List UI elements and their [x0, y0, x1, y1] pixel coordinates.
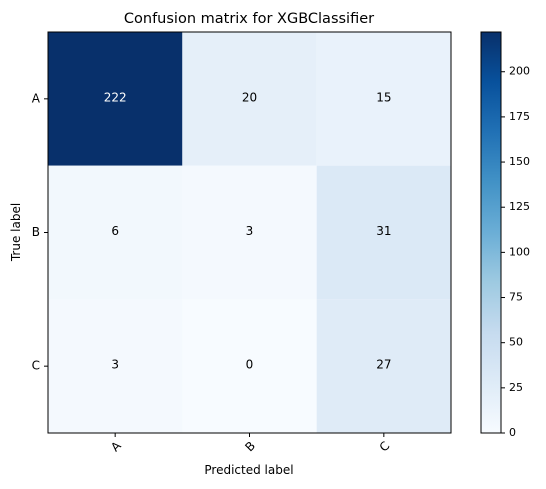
x-tick-label: B: [242, 439, 258, 455]
cell-value-label: 222: [104, 90, 127, 104]
y-tick-label: C: [32, 359, 40, 373]
colorbar-tick-label: 175: [509, 110, 530, 123]
y-tick-label: B: [32, 225, 40, 239]
heatmap-cell: [48, 299, 183, 433]
colorbar: [480, 31, 502, 434]
y-axis-label: True label: [9, 203, 23, 262]
y-axis: A B C: [32, 91, 48, 373]
heatmap-cells: 222 20 15 6 3 31 3 0 27: [48, 32, 451, 433]
cell-value-label: 20: [242, 90, 257, 104]
cell-value-label: 3: [111, 358, 119, 372]
colorbar-tick-label: 200: [509, 65, 530, 78]
colorbar-tick-label: 100: [509, 245, 530, 258]
cell-value-label: 15: [376, 90, 391, 104]
x-axis: A B C: [108, 433, 392, 455]
colorbar-tick-label: 125: [509, 200, 530, 213]
colorbar-tick-label: 150: [509, 155, 530, 168]
heatmap-cell: [48, 32, 183, 166]
colorbar-tick-label: 0: [509, 426, 516, 439]
colorbar-tick-label: 25: [509, 381, 523, 394]
heatmap-cell: [316, 299, 451, 433]
cell-value-label: 0: [246, 358, 254, 372]
colorbar-tick-label: 75: [509, 291, 523, 304]
colorbar-tick-label: 50: [509, 336, 523, 349]
x-tick-label: A: [108, 438, 124, 454]
x-tick-label: C: [377, 439, 393, 455]
heatmap-cell: [316, 32, 451, 166]
cell-value-label: 6: [111, 224, 119, 238]
cell-value-label: 31: [376, 224, 391, 238]
y-tick-label: A: [32, 91, 41, 105]
chart-title: Confusion matrix for XGBClassifier: [124, 11, 374, 27]
heatmap-cell: [182, 32, 317, 166]
heatmap-cell: [182, 165, 317, 300]
cell-value-label: 3: [246, 224, 254, 238]
colorbar-ticks: 0 25 50 75 100 125 150 175 200: [501, 65, 530, 439]
cell-value-label: 27: [376, 358, 391, 372]
x-axis-label: Predicted label: [204, 463, 293, 477]
heatmap-cell: [316, 165, 451, 300]
heatmap-cell: [182, 299, 317, 433]
heatmap-cell: [48, 165, 183, 300]
